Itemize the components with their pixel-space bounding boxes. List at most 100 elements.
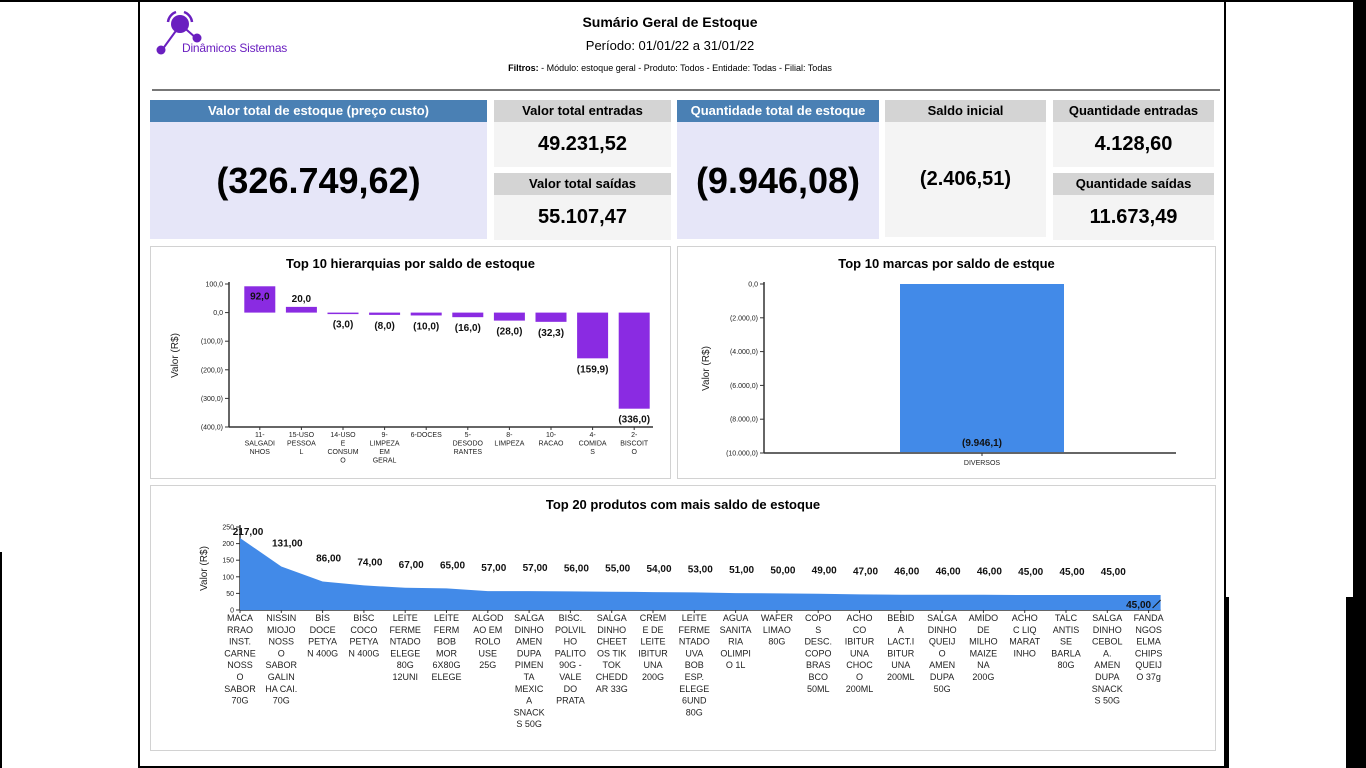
frame-right-lower-b	[1346, 597, 1366, 768]
y-tick-label: (8.000,0)	[730, 417, 758, 424]
x-tick-label: TALC	[1055, 613, 1078, 623]
x-tick-label: NHOS	[250, 449, 271, 456]
frame-left-lower	[0, 552, 2, 768]
report-filters: Filtros: - Módulo: estoque geral - Produ…	[60, 63, 1280, 73]
x-tick-label: UVA	[685, 648, 703, 658]
x-tick-label: AMEN	[929, 660, 955, 670]
x-tick-label: BIS	[315, 613, 330, 623]
x-tick-label: NOSS	[269, 637, 295, 647]
x-tick-label: AR 33G	[596, 684, 628, 694]
x-tick-label: S 50G	[516, 719, 542, 729]
x-tick-label: CONSUM	[327, 449, 358, 456]
x-tick-label: NISSIN	[266, 613, 296, 623]
x-tick-label: 70G	[273, 696, 290, 706]
data-label: 57,00	[481, 563, 506, 574]
x-tick-label: LACT.I	[887, 637, 914, 647]
x-tick-label: LIMAO	[763, 625, 791, 635]
data-label: (28,0)	[496, 327, 522, 338]
x-tick-label: BCO	[808, 672, 828, 682]
bar	[493, 312, 525, 321]
x-tick-label: 10-	[546, 432, 557, 439]
bar	[285, 306, 317, 313]
data-label: 50,00	[770, 565, 795, 576]
x-tick-label: IBITUR	[638, 648, 668, 658]
x-tick-label: PESSOA	[287, 441, 316, 448]
y-axis-label: Valor (R$)	[701, 346, 712, 391]
x-tick-label: RRAO	[227, 625, 253, 635]
x-tick-label: S 50G	[1095, 696, 1121, 706]
x-tick-label: A.	[1103, 648, 1112, 658]
x-tick-label: 4-	[589, 432, 596, 439]
kpi-label: Saldo inicial	[885, 100, 1046, 122]
x-tick-label: CHIPS	[1135, 648, 1163, 658]
x-tick-label: DE	[977, 625, 990, 635]
x-tick-label: ESP.	[685, 672, 704, 682]
x-tick-label: E	[341, 441, 346, 448]
x-tick-label: CO	[853, 625, 867, 635]
x-tick-label: S	[815, 625, 821, 635]
x-tick-label: BEBID	[887, 613, 915, 623]
x-tick-label: ROLO	[475, 637, 501, 647]
data-label: 45,00	[1101, 567, 1126, 578]
data-label: (16,0)	[455, 323, 481, 334]
x-tick-label: ELEGE	[390, 648, 420, 658]
x-tick-label: DESC.	[804, 637, 832, 647]
x-tick-label: 80G	[397, 660, 414, 670]
x-tick-label: 6UND	[682, 696, 707, 706]
kpi-label: Quantidade entradas	[1053, 100, 1214, 122]
x-tick-label: AMEN	[1094, 660, 1120, 670]
data-label: 51,00	[729, 565, 754, 576]
kpi-quantidade-total-estoque: Quantidade total de estoque (9.946,08)	[677, 100, 879, 239]
x-tick-label: TOK	[603, 660, 621, 670]
bar	[618, 312, 650, 409]
x-tick-label: N 400G	[307, 648, 338, 658]
brand-logo: Dinâmicos Sistemas	[154, 8, 294, 56]
x-tick-label: FANDA	[1134, 613, 1164, 623]
x-tick-label: BISC	[353, 613, 375, 623]
data-label: 57,00	[523, 563, 548, 574]
data-label: 45,00	[1018, 567, 1043, 578]
filters-value: - Módulo: estoque geral - Produto: Todos…	[538, 63, 832, 73]
x-tick-label: COCO	[350, 625, 377, 635]
chart-panel-produtos: Top 20 produtos com mais saldo de estoqu…	[150, 485, 1216, 751]
data-label: 46,00	[977, 567, 1002, 578]
x-tick-label: ELEGE	[431, 672, 461, 682]
data-label: 53,00	[688, 564, 713, 575]
x-tick-label: MAIZE	[970, 648, 998, 658]
kpi-value: 4.128,60	[1053, 122, 1214, 167]
data-label: 47,00	[853, 566, 878, 577]
y-tick-label: (100,0)	[201, 339, 223, 346]
x-tick-label: UNA	[643, 660, 662, 670]
bar	[535, 312, 567, 322]
x-tick-label: SALGA	[597, 613, 627, 623]
x-tick-label: MEXIC	[515, 684, 544, 694]
kpi-quantidade-saidas: Quantidade saídas 11.673,49	[1053, 173, 1214, 240]
bar	[410, 312, 442, 316]
y-tick-label: 200	[222, 541, 234, 548]
frame-right-edge	[1353, 0, 1366, 768]
x-tick-label: RIA	[728, 637, 743, 647]
x-tick-label: S	[590, 449, 595, 456]
y-tick-label: 250	[222, 525, 234, 532]
x-tick-label: BOB	[437, 637, 456, 647]
x-tick-label: PALITO	[555, 648, 586, 658]
chart-panel-marcas: Top 10 marcas por saldo de estque 0,0 (2.…	[677, 246, 1216, 479]
x-tick-label: A	[898, 625, 904, 635]
chart-hierarquias: 100,0 0,0 (100,0) (200,0) (300,0) (400,0) Valo…	[170, 282, 653, 465]
data-label: 54,00	[646, 564, 671, 575]
x-tick-label: QUEIJ	[1135, 660, 1162, 670]
x-tick-label: O	[340, 458, 346, 465]
x-tick-label: FERM	[434, 625, 460, 635]
x-tick-label: 200G	[642, 672, 664, 682]
x-tick-label: DO	[564, 684, 578, 694]
x-tick-label: DESODO	[453, 441, 484, 448]
x-tick-label: NTADO	[390, 637, 421, 647]
data-label: 74,00	[357, 557, 382, 568]
y-tick-label: 0	[230, 608, 234, 615]
bar	[369, 312, 401, 315]
y-tick-label: (200,0)	[201, 367, 223, 374]
x-tick-label: TA	[524, 672, 535, 682]
chart-title: Top 10 hierarquias por saldo de estoque	[286, 256, 535, 271]
data-label: 49,00	[812, 566, 837, 577]
x-tick-label: 80G	[1057, 660, 1074, 670]
